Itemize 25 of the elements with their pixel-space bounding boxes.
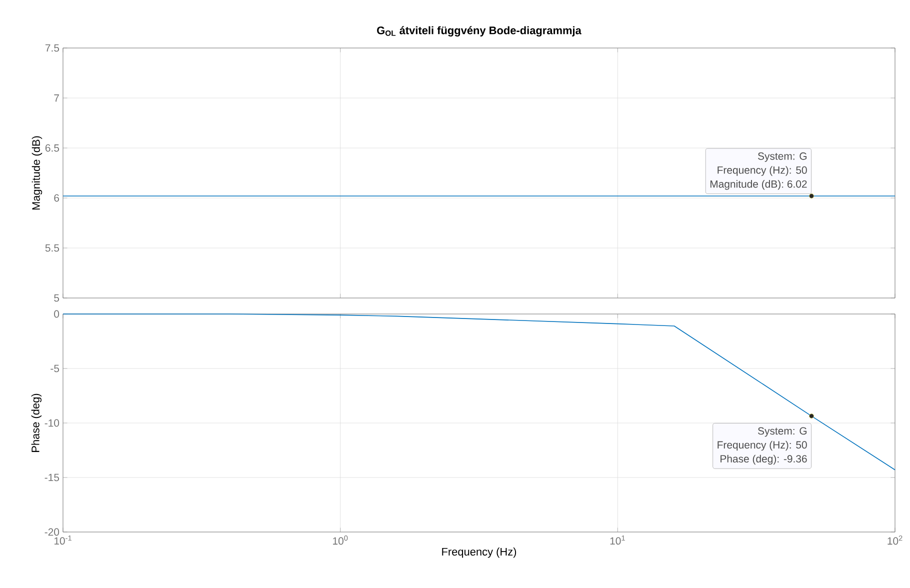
y-tick-label: -15 xyxy=(44,474,60,482)
annotation: System: G xyxy=(758,427,807,437)
y-tick-label: 5.5 xyxy=(45,244,60,252)
y-tick-label: -10 xyxy=(44,419,60,427)
annotation: Phase (deg): -9.36 xyxy=(720,454,807,465)
x-axis-title: Frequency (Hz) xyxy=(442,548,516,558)
y-tick-label: 6 xyxy=(54,194,60,202)
y-axis-title: Phase (deg) xyxy=(31,394,42,452)
annotation: System: G xyxy=(758,152,807,162)
annotation: Frequency (Hz): 50 xyxy=(718,166,807,176)
y-axis-title: Magnitude (dB) xyxy=(32,136,42,210)
x-tick-label: 10$^{2}$ xyxy=(888,536,902,545)
y-tick-label: -20 xyxy=(44,528,60,536)
y-tick-label: 5 xyxy=(54,294,60,302)
x-tick-label: 10$^{1}$ xyxy=(610,536,625,545)
x-tick-label: 10$^{-1}$ xyxy=(54,536,72,545)
y-tick-label: 7.5 xyxy=(45,44,60,52)
annotation: Frequency (Hz): 50 xyxy=(718,440,807,451)
y-tick-label: 0 xyxy=(54,310,60,318)
y-tick-label: -5 xyxy=(50,364,60,372)
y-tick-label: 7 xyxy=(54,94,59,102)
x-tick-label: 10$^{0}$ xyxy=(333,536,348,545)
y-tick-label: 6.5 xyxy=(45,144,60,152)
chart-title: G$_{OL}$ átviteli függvény Bode-diagrammja xyxy=(377,26,582,37)
annotation: Magnitude (dB): 6.02 xyxy=(710,180,807,190)
